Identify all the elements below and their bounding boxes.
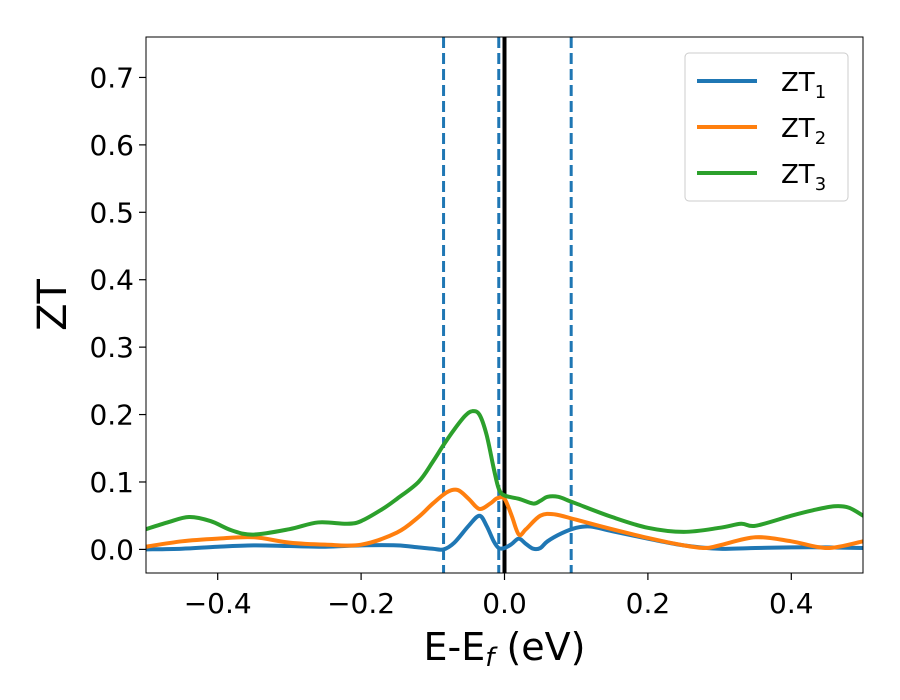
series-line-zt2 xyxy=(146,487,863,551)
legend-entry-zt1: ZT1 xyxy=(697,68,826,103)
vertical-lines-layer xyxy=(442,37,573,573)
legend-entry-zt2: ZT2 xyxy=(697,114,826,149)
y-axis-title: ZT xyxy=(30,279,76,331)
x-axis: −0.4 −0.2 0.0 0.2 0.4 xyxy=(184,573,814,620)
legend-box xyxy=(684,52,849,202)
x-axis-title-main: E-E xyxy=(424,625,486,669)
y-tick-label: 0.1 xyxy=(89,466,134,499)
y-tick-label: 0.4 xyxy=(89,264,134,297)
x-tick-label: −0.4 xyxy=(184,587,252,620)
legend-label: ZT1 xyxy=(781,68,826,103)
x-axis-title-unit: (eV) xyxy=(494,625,585,669)
legend-label: ZT2 xyxy=(781,114,826,149)
y-tick-label: 0.0 xyxy=(89,533,134,566)
x-axis-title: E-Ef (eV) xyxy=(424,625,586,673)
x-tick-label: 0.4 xyxy=(769,587,814,620)
y-tick-label: 0.3 xyxy=(89,331,134,364)
x-tick-label: 0.2 xyxy=(626,587,671,620)
y-tick-label: 0.2 xyxy=(89,399,134,432)
y-axis: 0.0 0.1 0.2 0.3 0.4 0.5 0.6 0.7 xyxy=(89,61,146,566)
legend: ZT1 ZT2 ZT3 xyxy=(684,52,849,202)
x-tick-label: −0.2 xyxy=(327,587,395,620)
series-layer xyxy=(146,409,863,552)
legend-label: ZT3 xyxy=(781,160,826,195)
x-tick-label: 0.0 xyxy=(482,587,527,620)
y-tick-label: 0.5 xyxy=(89,196,134,229)
y-tick-label: 0.7 xyxy=(89,61,134,94)
y-tick-label: 0.6 xyxy=(89,129,134,162)
series-line-zt3 xyxy=(146,409,863,537)
legend-entry-zt3: ZT3 xyxy=(697,160,826,195)
